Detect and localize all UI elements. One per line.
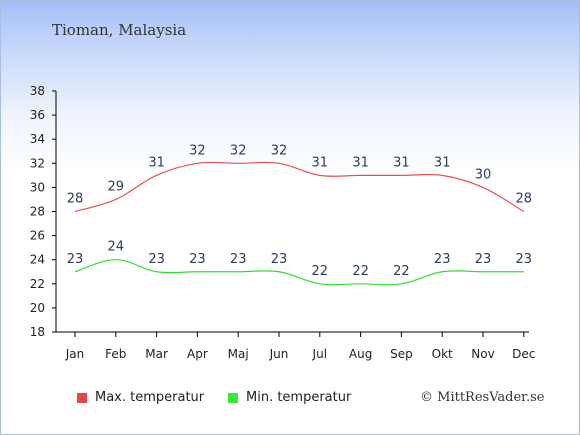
min-data-label: 24 — [108, 240, 125, 255]
legend-min-swatch — [228, 392, 238, 403]
y-tick-label: 20 — [30, 301, 45, 315]
max-data-label: 32 — [189, 143, 206, 158]
x-tick-label: Feb — [105, 347, 126, 361]
x-tick-label: Nov — [471, 347, 494, 361]
max-data-label: 32 — [230, 143, 247, 158]
y-tick-label: 36 — [30, 108, 45, 122]
max-series-line — [74, 161, 525, 213]
legend-max-label: Max. temperatur — [95, 390, 205, 405]
y-tick-label: 18 — [30, 325, 45, 339]
x-tick-label: Jan — [65, 347, 85, 361]
min-data-label: 23 — [516, 252, 533, 267]
max-data-label: 31 — [393, 155, 410, 170]
x-tick-label: Apr — [187, 347, 208, 361]
max-data-label: 30 — [475, 167, 492, 182]
x-tick-label: Jun — [269, 347, 289, 361]
min-data-label: 23 — [475, 252, 492, 267]
y-tick-label: 32 — [30, 156, 45, 170]
max-data-label: 32 — [271, 143, 288, 158]
y-tick-label: 34 — [30, 132, 45, 146]
x-tick-label: Mar — [145, 347, 168, 361]
min-data-label: 23 — [230, 252, 247, 267]
max-data-label: 31 — [312, 155, 329, 170]
legend-min-label: Min. temperatur — [246, 390, 352, 405]
y-tick-label: 24 — [30, 253, 45, 267]
x-tick-label: Sep — [390, 347, 413, 361]
max-data-label: 29 — [108, 179, 125, 194]
max-data-label: 28 — [67, 192, 84, 207]
y-tick-label: 28 — [30, 205, 45, 219]
min-data-label: 23 — [434, 252, 451, 267]
min-data-label: 22 — [312, 264, 329, 279]
min-series-line — [74, 259, 524, 286]
x-tick-label: Jul — [312, 347, 327, 361]
legend-max: Max. temperatur — [77, 390, 204, 405]
max-data-label: 28 — [516, 192, 533, 207]
x-tick-label: Aug — [349, 347, 372, 361]
min-data-label: 23 — [148, 252, 165, 267]
credit-text: © MittResVader.se — [420, 390, 545, 405]
y-tick-label: 26 — [30, 229, 45, 243]
x-tick-label: Okt — [432, 347, 453, 361]
min-data-label: 23 — [271, 252, 288, 267]
x-tick-label: Maj — [228, 347, 249, 361]
legend-min: Min. temperatur — [228, 390, 351, 405]
min-data-label: 23 — [67, 252, 84, 267]
max-data-label: 31 — [148, 155, 165, 170]
min-data-label: 22 — [352, 264, 369, 279]
y-tick-label: 22 — [30, 277, 45, 291]
legend-max-swatch — [77, 392, 87, 403]
chart-title: Tioman, Malaysia — [52, 21, 187, 39]
max-data-label: 31 — [434, 155, 451, 170]
y-tick-label: 30 — [30, 180, 45, 194]
min-data-label: 22 — [393, 264, 410, 279]
min-data-label: 23 — [189, 252, 206, 267]
y-tick-label: 38 — [30, 84, 45, 98]
max-data-label: 31 — [352, 155, 369, 170]
x-tick-label: Dec — [512, 347, 535, 361]
